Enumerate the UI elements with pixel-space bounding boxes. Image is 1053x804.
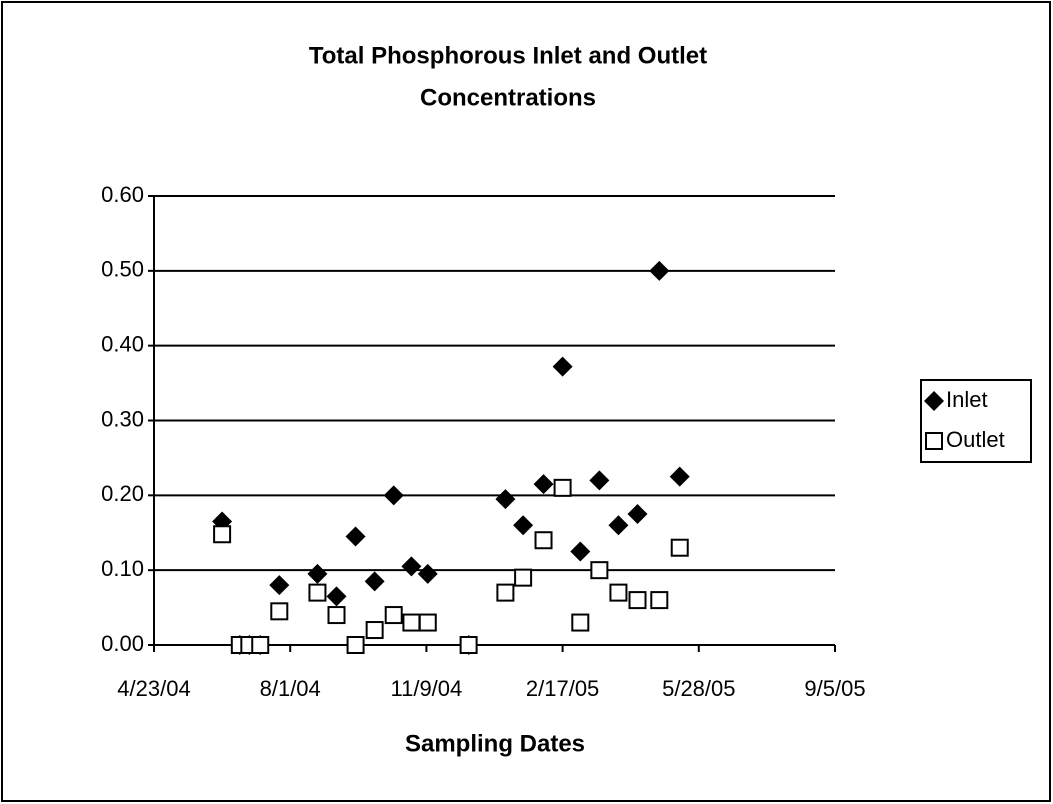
point [570,541,591,562]
point [589,470,610,491]
point [496,583,515,602]
point [270,602,289,621]
point [650,591,669,610]
x-tick-label: 5/28/05 [662,676,735,701]
point [418,613,437,632]
point [495,489,516,510]
point [627,504,648,525]
point [364,571,385,592]
legend-label: Outlet [946,427,1005,452]
point [571,613,590,632]
point [346,636,365,654]
legend-marker [925,432,943,450]
y-tick-label: 0.40 [101,331,144,356]
point [534,531,553,550]
point [608,515,629,536]
point [401,556,422,577]
point [308,583,327,602]
point [269,575,290,596]
point [669,466,690,487]
point [327,606,346,625]
point [365,621,384,640]
point [514,568,533,587]
x-tick-label: 11/9/04 [391,676,463,701]
x-tick-label: 4/23/04 [117,676,190,701]
point [251,636,270,654]
point [552,356,573,377]
point [213,525,232,544]
point [326,586,347,607]
x-tick-label: 2/17/05 [526,676,599,701]
point [609,583,628,602]
point [670,538,689,557]
y-tick-label: 0.60 [101,182,144,207]
point [533,474,554,495]
point [307,563,328,584]
y-tick-label: 0.00 [101,631,144,656]
legend-marker [924,391,944,411]
point [345,526,366,547]
point [628,591,647,610]
y-tick-label: 0.20 [101,481,144,506]
point [590,561,609,580]
chart-title: Total Phosphorous Inlet and Outlet [309,42,707,69]
legend-label: Inlet [946,387,988,412]
point [417,563,438,584]
chart-title: Concentrations [420,84,596,111]
point [383,485,404,506]
point [553,478,572,497]
point [384,606,403,625]
x-tick-label: 9/5/05 [804,676,865,701]
y-tick-label: 0.10 [101,556,144,581]
point [649,260,670,281]
point [402,613,421,632]
y-tick-label: 0.30 [101,406,144,431]
point [513,515,534,536]
point [459,636,478,654]
x-tick-label: 8/1/04 [260,676,321,701]
y-tick-label: 0.50 [101,257,144,282]
x-axis-label: Sampling Dates [405,730,585,757]
